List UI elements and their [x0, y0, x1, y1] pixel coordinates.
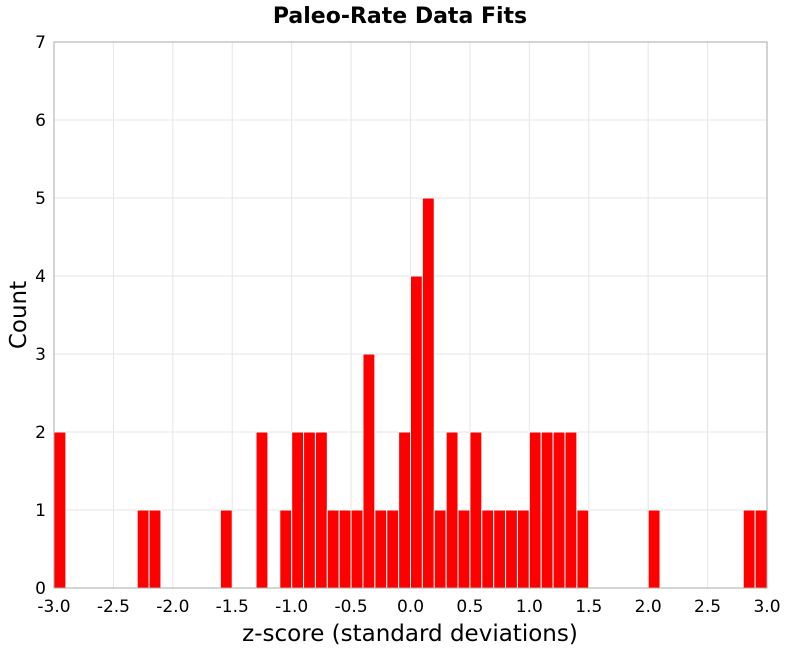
- histogram-bar: [326, 509, 340, 589]
- histogram-bar: [576, 509, 590, 589]
- histogram-bar: [433, 509, 447, 589]
- histogram-bar: [552, 431, 566, 589]
- y-tick-label: 3: [35, 345, 46, 365]
- histogram-bar: [516, 509, 530, 589]
- histogram-bar: [350, 509, 364, 589]
- y-tick-labels: 0 1 2 3 4 5 6 7: [35, 33, 46, 599]
- y-tick-label: 7: [35, 33, 46, 53]
- x-tick-label: 3.0: [753, 597, 780, 617]
- histogram-bar: [742, 509, 756, 589]
- histogram-bar: [754, 509, 768, 589]
- y-tick-label: 5: [35, 189, 46, 209]
- histogram-bar: [421, 197, 435, 589]
- y-tick-label: 4: [35, 267, 46, 287]
- x-tick-label: 2.5: [694, 597, 721, 617]
- x-tick-label: -2.5: [97, 597, 130, 617]
- histogram-bar: [136, 509, 150, 589]
- histogram-bar: [53, 431, 67, 589]
- histogram-bar: [219, 509, 233, 589]
- x-axis-label: z-score (standard deviations): [242, 621, 578, 647]
- histogram-bar: [445, 431, 459, 589]
- x-tick-label: 2.0: [635, 597, 662, 617]
- y-tick-label: 2: [35, 423, 46, 443]
- x-tick-label: -1.0: [275, 597, 308, 617]
- y-tick-label: 0: [35, 579, 46, 599]
- histogram-bar: [469, 431, 483, 589]
- histogram-bar: [255, 431, 269, 589]
- histogram-bar: [291, 431, 305, 589]
- x-tick-label: 0.5: [456, 597, 483, 617]
- x-tick-label: 1.0: [516, 597, 543, 617]
- histogram-bar: [564, 431, 578, 589]
- histogram-bar: [148, 509, 162, 589]
- histogram-bar: [374, 509, 388, 589]
- histogram-bar: [528, 431, 542, 589]
- x-tick-label: -3.0: [37, 597, 70, 617]
- histogram-bar: [540, 431, 554, 589]
- y-axis-label: Count: [6, 281, 32, 349]
- chart-title: Paleo-Rate Data Fits: [273, 4, 527, 29]
- x-tick-labels: -3.0 -2.5 -2.0 -1.5 -1.0 -0.5 0.0 0.5 1.0 1.5 2.0 2…: [37, 597, 780, 617]
- histogram-bar: [410, 275, 423, 589]
- histogram-bar: [386, 509, 400, 589]
- histogram-bar: [505, 509, 518, 589]
- histogram-bar: [481, 509, 495, 589]
- y-tick-label: 6: [35, 111, 46, 131]
- histogram-bar: [362, 353, 376, 589]
- histogram-bar: [493, 509, 507, 589]
- histogram-bar: [647, 509, 661, 589]
- histogram-bar: [398, 431, 412, 589]
- histogram-bar: [457, 509, 471, 589]
- plot-frame: [53, 41, 768, 589]
- bars: [53, 197, 768, 589]
- x-tick-label: -1.5: [216, 597, 249, 617]
- histogram-bar: [303, 431, 316, 589]
- x-tick-label: 1.5: [575, 597, 602, 617]
- histogram-bar: [279, 509, 293, 589]
- x-tick-label: -2.0: [156, 597, 189, 617]
- x-tick-label: 0.0: [397, 597, 424, 617]
- y-tick-label: 1: [35, 501, 46, 521]
- histogram-bar: [314, 431, 328, 589]
- histogram-bar: [338, 509, 352, 589]
- x-tick-label: -0.5: [334, 597, 367, 617]
